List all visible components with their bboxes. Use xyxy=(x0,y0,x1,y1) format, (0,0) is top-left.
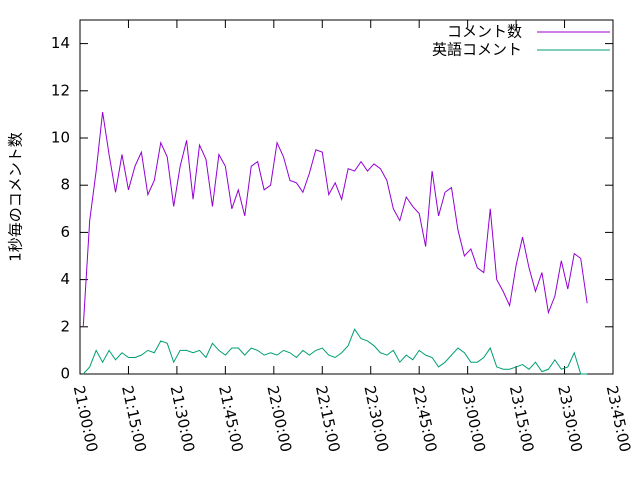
y-tick-label: 0 xyxy=(60,365,70,383)
y-tick-label: 8 xyxy=(60,176,70,194)
series-line xyxy=(82,111,588,327)
y-tick-label: 2 xyxy=(60,317,70,335)
y-tick-label: 12 xyxy=(51,81,70,99)
y-tick-label: 10 xyxy=(51,129,70,147)
legend-label: 英語コメント xyxy=(432,41,522,59)
y-axis-label: 1秒毎のコメント数 xyxy=(7,132,25,262)
y-tick-label: 14 xyxy=(51,34,70,52)
legend-label: コメント数 xyxy=(447,23,522,41)
series-line xyxy=(82,328,588,375)
plot-border xyxy=(79,19,614,375)
y-tick-label: 4 xyxy=(60,270,70,288)
y-tick-label: 6 xyxy=(60,223,70,241)
